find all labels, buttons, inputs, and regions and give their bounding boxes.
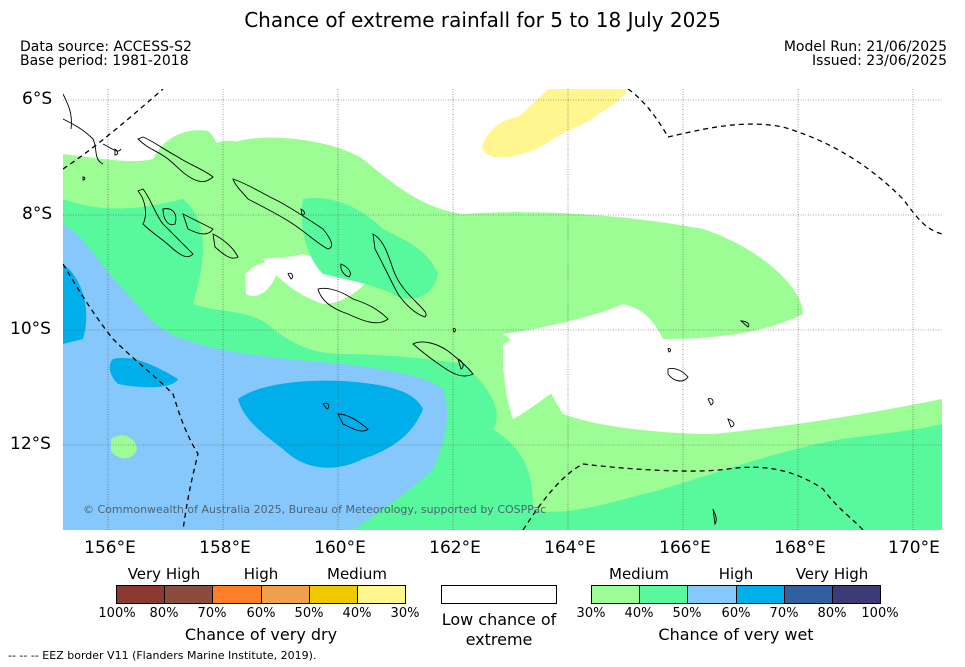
wet-swatch-1 [640,586,689,603]
dry-medium-region [482,89,628,158]
lon-label-156e: 156°E [84,538,136,558]
low-chance-swatch [441,585,557,604]
dry-tick: 30% [390,606,420,621]
wet-swatch-5 [832,586,881,603]
lon-label-166e: 166°E [659,538,711,558]
dry-swatch-4 [309,586,358,603]
wet-swatch-3 [736,586,785,603]
dry-tick: 50% [294,606,324,621]
base-period: Base period: 1981-2018 [20,53,189,69]
wet-category-very-high: Very High [795,565,869,583]
dry-tick: 100% [98,606,136,621]
wet-category-high: High [718,565,754,583]
dry-category-very-high: Very High [127,565,201,583]
wet-swatch-2 [688,586,737,603]
dry-tick: 40% [342,606,372,621]
page-title: Chance of extreme rainfall for 5 to 18 J… [244,8,721,32]
wet-tick: 30% [576,606,606,621]
dry-tick: 80% [149,606,179,621]
wet-tick: 50% [672,606,702,621]
copyright-text: © Commonwealth of Australia 2025, Bureau… [83,503,547,516]
wet-tick: 60% [721,606,751,621]
lat-label-8s: 8°S [22,204,53,224]
dry-swatch-3 [261,586,310,603]
dry-tick: 70% [197,606,227,621]
lon-label-160e: 160°E [314,538,366,558]
eez-border [63,89,942,530]
model-run: Model Run: 21/06/2025 [783,39,947,55]
wet-tick: 70% [769,606,799,621]
wet-high-70-region [63,264,87,344]
graticule [63,89,942,530]
wet-tick: 100% [861,606,899,621]
wet-tick: 80% [817,606,847,621]
dry-swatch-1 [165,586,214,603]
data-source: Data source: ACCESS-S2 [20,39,192,55]
dry-swatch-0 [117,586,166,603]
wet-legend-colorbar [591,585,881,604]
dry-swatch-2 [213,586,262,603]
dry-legend-title: Chance of very dry [184,625,338,644]
low-chance-label: Low chance of extreme [441,610,557,649]
lon-label-164e: 164°E [544,538,596,558]
island-outlines [63,93,750,526]
dry-category-medium: Medium [327,565,387,583]
lon-label-158e: 158°E [199,538,251,558]
wet-category-medium: Medium [609,565,669,583]
eez-note: -- -- -- EEZ border V11 (Flanders Marine… [8,649,317,662]
lat-label-6s: 6°S [22,89,53,109]
dry-category-high: High [243,565,279,583]
meta-left: Data source: ACCESS-S2 Base period: 1981… [20,40,192,68]
lon-label-168e: 168°E [774,538,826,558]
wet-swatch-4 [784,586,833,603]
lon-label-162e: 162°E [429,538,481,558]
dry-tick: 60% [246,606,276,621]
meta-right: Model Run: 21/06/2025 Issued: 23/06/2025 [784,40,947,68]
wet-tick: 40% [624,606,654,621]
dry-swatch-5 [357,586,406,603]
dry-legend-colorbar [116,585,406,604]
lon-label-170e: 170°E [888,538,940,558]
issued-date: Issued: 23/06/2025 [812,53,947,69]
lat-label-12s: 12°S [10,434,51,454]
rainfall-map [63,89,942,530]
wet-legend-title: Chance of very wet [658,625,814,644]
wet-swatch-0 [592,586,641,603]
lat-label-10s: 10°S [10,319,51,339]
